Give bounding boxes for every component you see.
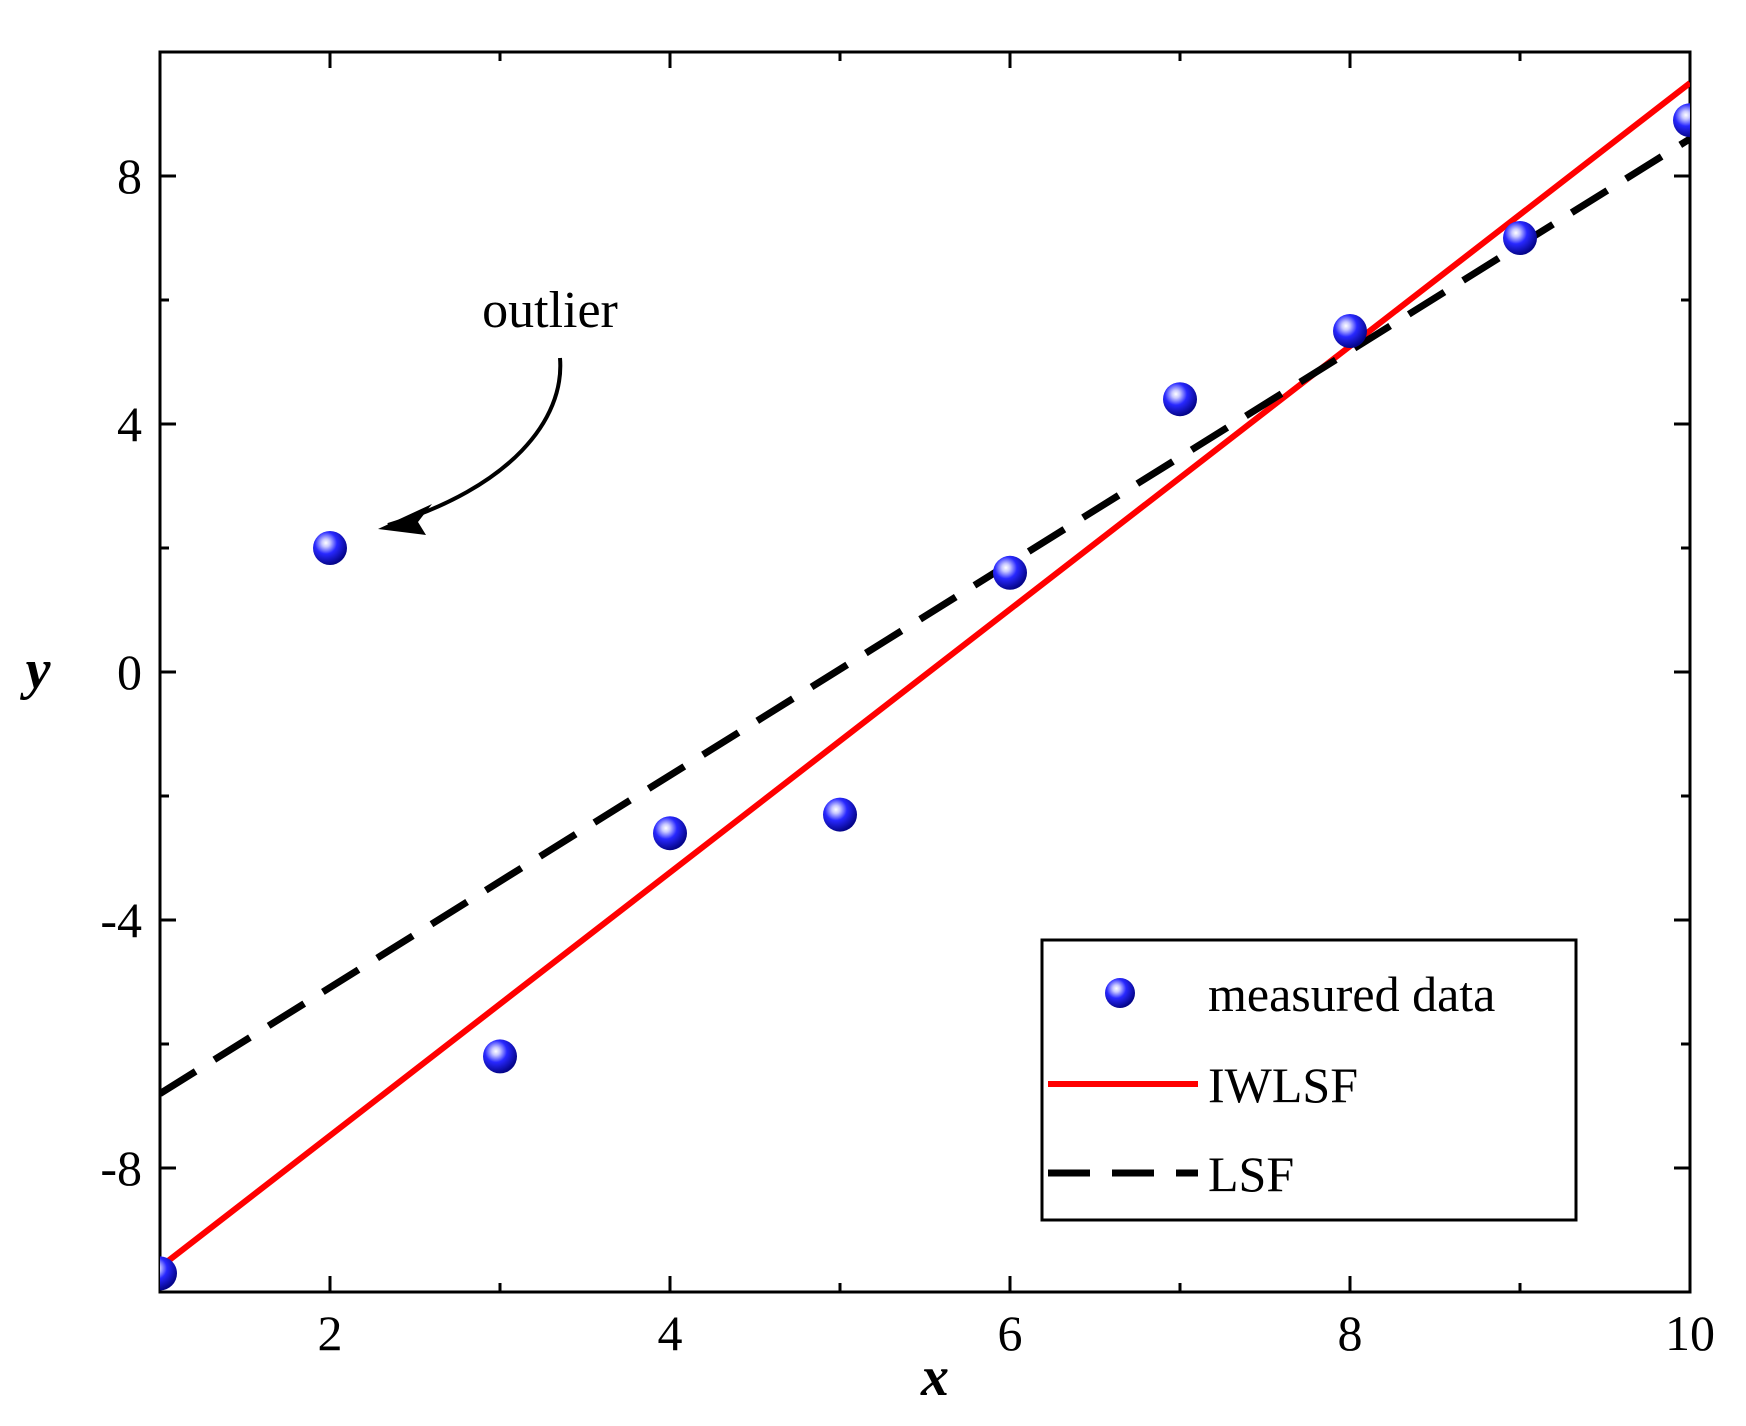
annotation-arrow bbox=[387, 357, 563, 527]
axis-ticks bbox=[158, 50, 1692, 1294]
legend-label-iwlsf: IWLSF bbox=[1208, 1057, 1358, 1113]
data-point bbox=[1163, 382, 1197, 417]
legend-label-measured: measured data bbox=[1208, 966, 1495, 1022]
data-point bbox=[160, 1256, 177, 1291]
x-axis-title: x bbox=[920, 1346, 949, 1408]
data-point bbox=[313, 531, 347, 565]
outlier-annotation: outlier bbox=[378, 282, 618, 535]
series-line-lsf bbox=[160, 135, 1690, 1097]
x-tick-label: 10 bbox=[1665, 1305, 1715, 1361]
x-tick-label: 6 bbox=[998, 1305, 1023, 1361]
data-points bbox=[160, 103, 1690, 1291]
data-point bbox=[1333, 314, 1367, 348]
y-tick-label: 0 bbox=[117, 644, 142, 700]
legend-label-lsf: LSF bbox=[1208, 1146, 1294, 1202]
x-tick-label: 8 bbox=[1338, 1305, 1363, 1361]
y-axis-title: y bbox=[20, 639, 52, 701]
legend-marker-measured bbox=[1105, 978, 1135, 1008]
data-point bbox=[1503, 221, 1537, 255]
series-line-iwlsf bbox=[160, 80, 1690, 1270]
data-point bbox=[823, 797, 857, 832]
annotation-arrowhead-icon bbox=[378, 504, 432, 535]
data-point bbox=[1673, 103, 1690, 138]
annotation-text: outlier bbox=[482, 282, 618, 339]
y-tick-label: -8 bbox=[100, 1140, 142, 1196]
legend: measured data IWLSF LSF bbox=[1040, 938, 1578, 1222]
data-point bbox=[653, 816, 687, 851]
y-tick-label: 8 bbox=[117, 148, 142, 204]
fit-lines bbox=[160, 80, 1690, 1270]
x-tick-label: 4 bbox=[658, 1305, 683, 1361]
data-point bbox=[483, 1039, 517, 1074]
x-tick-label: 2 bbox=[318, 1305, 343, 1361]
axis-tick-labels: 2 4 6 8 10 -8 -4 0 4 8 bbox=[100, 148, 1715, 1361]
y-tick-label: 4 bbox=[117, 396, 142, 452]
y-tick-label: -4 bbox=[100, 892, 142, 948]
data-point bbox=[993, 555, 1027, 590]
